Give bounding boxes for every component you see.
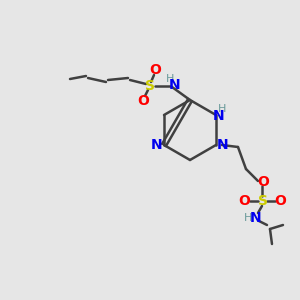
Text: O: O	[137, 94, 149, 108]
Text: H: H	[166, 74, 174, 84]
Text: N: N	[213, 109, 225, 123]
Text: N: N	[169, 78, 181, 92]
Text: O: O	[257, 175, 269, 189]
Text: H: H	[218, 104, 226, 114]
Text: N: N	[250, 211, 262, 225]
Text: O: O	[274, 194, 286, 208]
Text: O: O	[149, 63, 161, 77]
Text: O: O	[238, 194, 250, 208]
Text: N: N	[151, 138, 163, 152]
Text: H: H	[244, 213, 252, 223]
Text: S: S	[145, 79, 155, 93]
Text: N: N	[217, 138, 229, 152]
Text: S: S	[258, 194, 268, 208]
